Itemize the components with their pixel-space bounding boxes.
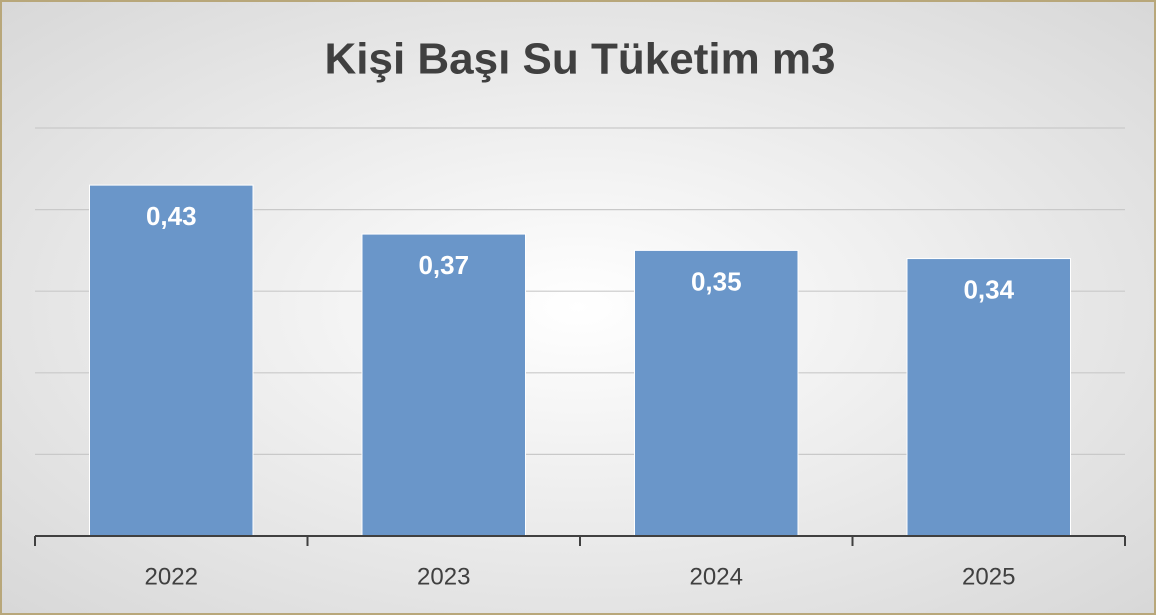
x-tick-label: 2023 xyxy=(417,563,470,590)
x-tick-label: 2024 xyxy=(690,563,743,590)
data-label: 0,37 xyxy=(418,250,469,280)
data-label: 0,34 xyxy=(963,274,1014,304)
data-label: 0,43 xyxy=(146,201,197,231)
x-tick-label: 2025 xyxy=(962,563,1015,590)
data-label: 0,35 xyxy=(691,266,742,296)
bar xyxy=(89,184,254,537)
x-tick-label: 2022 xyxy=(145,563,198,590)
chart-title: Kişi Başı Su Tüketim m3 xyxy=(324,35,835,84)
bar xyxy=(906,258,1071,537)
bar xyxy=(361,233,526,537)
bar xyxy=(634,249,799,537)
